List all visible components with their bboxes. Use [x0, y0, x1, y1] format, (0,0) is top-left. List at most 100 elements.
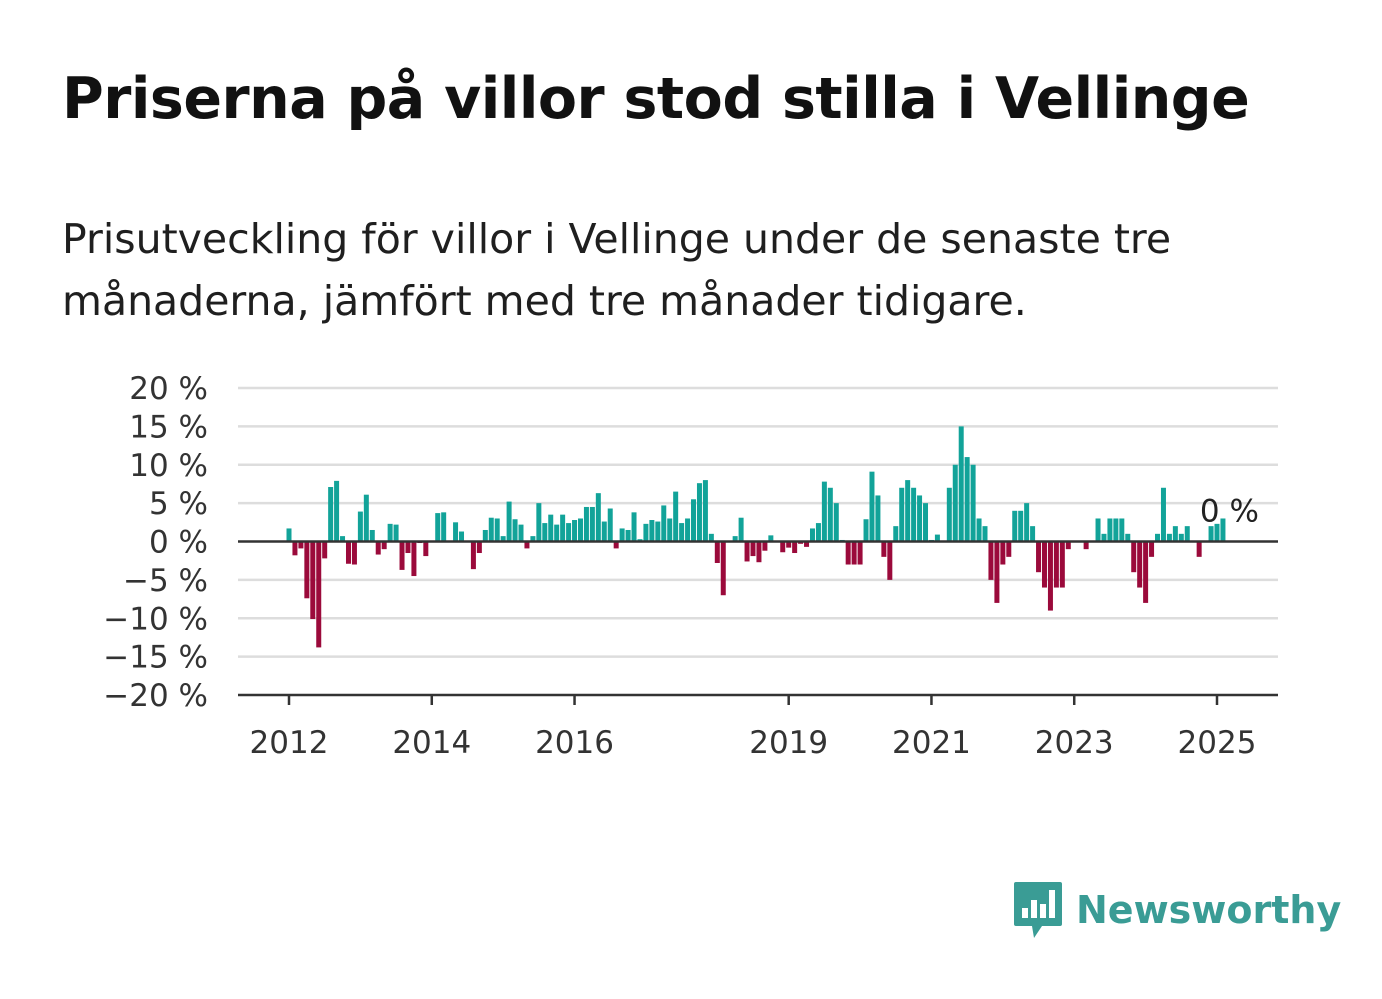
bar: [411, 541, 417, 577]
bar: [732, 536, 738, 542]
bar: [685, 518, 691, 542]
y-tick-label: 15 %: [129, 409, 208, 445]
axes: [238, 540, 1278, 705]
y-tick-label: 0 %: [149, 525, 208, 561]
bar: [1024, 503, 1030, 542]
bar: [453, 522, 459, 542]
bar: [1047, 541, 1053, 611]
bar: [714, 541, 720, 563]
bar: [923, 503, 929, 542]
bar: [738, 517, 744, 542]
bar: [1131, 541, 1137, 573]
bar: [1172, 526, 1178, 542]
bar: [1214, 523, 1220, 542]
bar: [845, 541, 851, 565]
bar: [702, 480, 708, 542]
bar: [809, 528, 815, 542]
y-tick-label: −10 %: [103, 601, 208, 637]
bar: [506, 501, 512, 542]
bar: [1160, 487, 1166, 542]
bar: [1107, 518, 1113, 542]
bar: [1166, 533, 1172, 542]
bar: [762, 541, 768, 551]
bar: [667, 518, 673, 542]
bar: [423, 541, 429, 557]
chart-subtitle: Prisutveckling för villor i Vellinge und…: [62, 215, 1172, 325]
bar: [964, 457, 970, 542]
bar: [548, 514, 554, 542]
bar: [917, 495, 923, 542]
bar: [1149, 541, 1155, 557]
bar: [970, 464, 976, 542]
x-tick-label: 2016: [535, 725, 614, 761]
bar: [322, 541, 328, 559]
bar: [310, 541, 316, 620]
bar: [1196, 541, 1202, 557]
bar: [292, 541, 298, 556]
bar: [619, 528, 625, 542]
brand: Newsworthy: [1012, 880, 1341, 940]
y-tick-label: 5 %: [149, 486, 208, 522]
bar: [441, 512, 447, 542]
bar: [804, 541, 810, 547]
bar: [369, 529, 375, 542]
bar: [994, 541, 1000, 603]
bar: [1220, 518, 1226, 542]
bar: [482, 529, 488, 542]
bar: [345, 541, 351, 564]
tick-labels: 20 %15 %10 %5 %0 %−5 %−10 %−15 %−20 %201…: [103, 371, 1259, 761]
bar: [708, 533, 714, 542]
bar: [899, 487, 905, 542]
bar: [577, 518, 583, 542]
bar: [595, 493, 601, 542]
brand-name: Newsworthy: [1076, 888, 1342, 932]
bar: [661, 505, 667, 542]
bar: [1018, 510, 1024, 542]
bar: [357, 511, 363, 542]
bar: [399, 541, 405, 570]
bar: [1036, 541, 1042, 573]
bar: [393, 524, 399, 542]
bar: [1083, 541, 1089, 550]
bar: [1101, 533, 1107, 542]
bar: [691, 499, 697, 542]
bar: [375, 541, 381, 555]
x-tick-label: 2014: [392, 725, 471, 761]
bar: [286, 528, 292, 542]
bar: [589, 506, 595, 542]
bar: [363, 494, 369, 542]
bars: [286, 426, 1226, 648]
bar: [500, 536, 506, 542]
bar: [881, 541, 887, 557]
bar: [601, 521, 607, 542]
bar: [744, 541, 750, 562]
bar: [583, 506, 589, 542]
x-tick-label: 2012: [250, 725, 329, 761]
x-tick-label: 2019: [749, 725, 828, 761]
bar: [536, 503, 542, 542]
bar: [780, 541, 786, 553]
bar: [625, 529, 631, 542]
bar: [655, 521, 661, 542]
bar: [750, 541, 756, 557]
bar: [607, 508, 613, 542]
bar: [958, 426, 964, 542]
chart-title: Priserna på villor stod stilla i Velling…: [62, 66, 1250, 132]
bar: [875, 495, 881, 542]
bar: [863, 519, 869, 542]
bar: [405, 541, 411, 554]
bar: [1113, 518, 1119, 542]
bar: [1006, 541, 1012, 557]
bar: [470, 541, 476, 570]
bar: [334, 480, 340, 542]
bar: [649, 520, 655, 542]
bar: [1095, 518, 1101, 542]
y-tick-label: −5 %: [123, 563, 208, 599]
bar: [792, 541, 798, 554]
bar: [560, 514, 566, 542]
bar: [1053, 541, 1059, 588]
bar: [988, 541, 994, 580]
bar: [316, 541, 322, 648]
bar: [1059, 541, 1065, 588]
